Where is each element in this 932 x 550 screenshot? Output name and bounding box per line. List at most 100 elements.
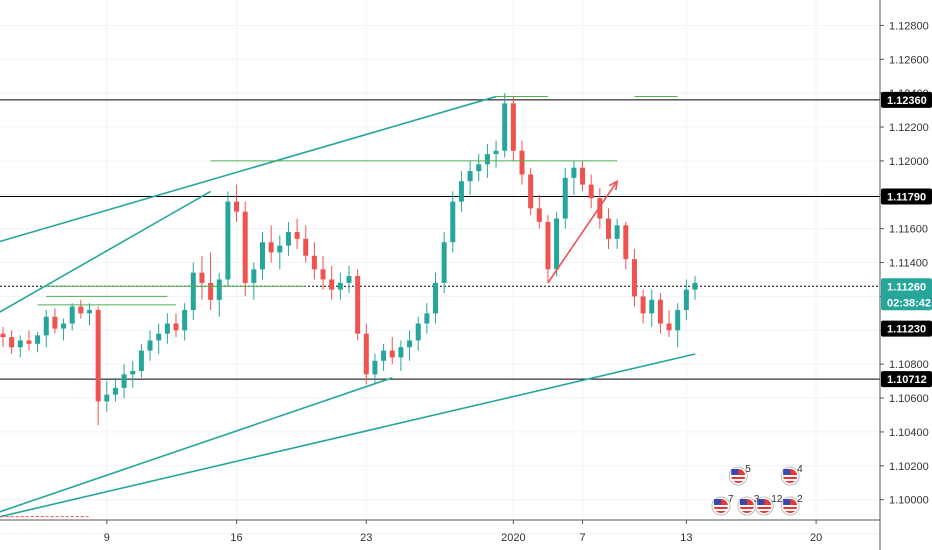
event-count: 7	[728, 494, 734, 505]
time-tick-label: 23	[360, 532, 372, 544]
event-marker[interactable]: 4	[780, 464, 803, 486]
time-tick-label: 16	[230, 532, 242, 544]
candle-body	[666, 323, 672, 331]
candle-body	[441, 242, 447, 283]
candle-body	[147, 340, 153, 351]
candle-body	[554, 218, 560, 270]
flag-icon-stripe	[713, 509, 728, 511]
trend-line[interactable]	[0, 95, 497, 246]
red-arrow-line[interactable]	[547, 180, 618, 284]
level-price-badge[interactable]	[881, 188, 932, 205]
candle-body	[112, 387, 118, 395]
current-price-badge[interactable]	[881, 278, 932, 311]
candle-body	[294, 232, 300, 239]
time-axis[interactable]: 9162320207132027	[0, 519, 932, 544]
trend-line[interactable]	[0, 190, 211, 320]
price-axis[interactable]: 1.100001.102001.104001.106001.108001.110…	[879, 0, 932, 550]
price-tick-label: 1.10400	[889, 427, 929, 439]
candle-body	[381, 350, 387, 361]
candle-body	[597, 198, 603, 219]
candle-body	[484, 154, 490, 165]
price-tick-label: 1.11400	[889, 258, 928, 270]
candle-body	[121, 374, 127, 388]
event-marker[interactable]: 7	[711, 494, 734, 516]
candle-body	[43, 316, 49, 336]
candle-body	[208, 282, 214, 300]
flag-icon-stripe	[783, 475, 798, 477]
event-count: 5	[745, 464, 751, 475]
candle-body	[52, 316, 58, 329]
candle-body	[588, 184, 594, 199]
economic-events[interactable]: 5 4 7 3 12 2	[711, 464, 803, 516]
drawings[interactable]	[0, 95, 696, 520]
candle-body	[502, 103, 508, 151]
candle-body	[536, 208, 542, 222]
event-marker[interactable]: 3	[737, 494, 760, 516]
price-tick-label: 1.10000	[889, 495, 929, 507]
candle-body	[683, 289, 689, 310]
chart-grid	[0, 0, 880, 535]
flag-icon-canton	[783, 499, 791, 505]
trend-line[interactable]	[0, 376, 393, 517]
candle-body	[407, 340, 413, 348]
candle-body	[623, 225, 629, 260]
candle-body	[216, 279, 222, 300]
event-marker[interactable]: 5	[728, 464, 751, 486]
candle-body	[458, 181, 464, 202]
candle-body	[173, 323, 179, 331]
event-marker[interactable]: 2	[780, 494, 803, 516]
flag-icon-canton	[739, 499, 747, 505]
horizontal-levels[interactable]	[0, 99, 880, 380]
price-tick-label: 1.10600	[889, 393, 929, 405]
candle-body	[337, 282, 343, 290]
candle-body	[614, 225, 620, 239]
candle-body	[0, 333, 6, 338]
candle-body	[87, 309, 92, 314]
candle-body	[450, 201, 456, 243]
level-price-badge[interactable]	[881, 91, 932, 108]
event-marker[interactable]: 12	[754, 494, 783, 516]
flag-icon-stripe	[783, 505, 798, 507]
cursor-price-badge[interactable]	[881, 320, 932, 337]
flag-icon-stripe	[757, 505, 772, 507]
candle-body	[156, 333, 162, 341]
flag-icon-canton	[713, 499, 721, 505]
candle-body	[649, 299, 655, 314]
level-price-badge[interactable]	[881, 371, 932, 388]
candle-body	[61, 323, 67, 329]
candle-body	[320, 269, 326, 280]
price-tick-label: 1.10800	[889, 359, 929, 371]
trend-line[interactable]	[0, 353, 696, 520]
red-arrow-head[interactable]	[608, 179, 619, 191]
candle-body	[493, 150, 499, 155]
candle-body	[415, 323, 421, 341]
current-price-badge-countdown: 02:38:42	[887, 297, 931, 309]
candle-body	[234, 201, 240, 212]
candle-body	[519, 150, 525, 175]
candle-body	[69, 306, 75, 324]
candle-body	[433, 282, 438, 314]
flag-icon-canton	[757, 499, 765, 505]
event-count: 4	[797, 464, 803, 475]
candle-body	[138, 350, 144, 371]
time-tick-label: 13	[680, 532, 692, 544]
candle-body	[329, 279, 335, 290]
candle-body	[277, 245, 283, 253]
candle-body	[657, 299, 663, 324]
candle-body	[398, 347, 404, 358]
time-tick-label: 7	[579, 532, 585, 544]
candle-body	[260, 242, 265, 270]
candle-body	[675, 309, 681, 331]
flag-icon-stripe	[783, 479, 798, 481]
candle-body	[251, 269, 257, 283]
candle-body	[346, 276, 352, 283]
candle-body	[164, 323, 170, 334]
candle-body	[467, 171, 473, 182]
time-tick-label: 2020	[501, 532, 525, 544]
candle-body	[389, 350, 395, 358]
flag-icon-stripe	[731, 475, 746, 477]
flag-icon-stripe	[783, 509, 798, 511]
candle-body	[545, 221, 551, 270]
flag-icon-stripe	[739, 509, 754, 511]
